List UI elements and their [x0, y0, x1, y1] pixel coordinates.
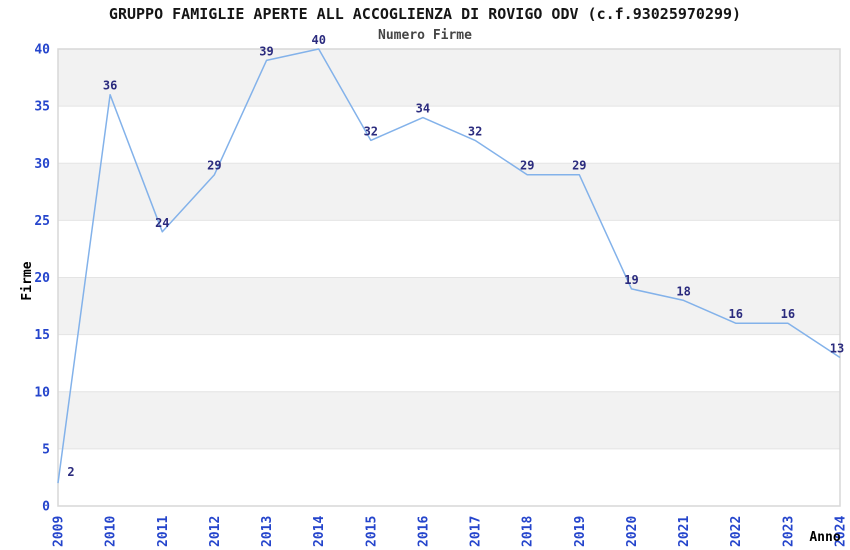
x-tick-label: 2023 [781, 516, 796, 547]
y-axis-title: Firme [20, 261, 35, 300]
x-tick-label: 2017 [469, 516, 484, 547]
data-line [57, 48, 841, 484]
x-tick-label: 2018 [521, 516, 536, 547]
x-tick-label: 2012 [208, 516, 223, 547]
x-tick-label: 2019 [573, 516, 588, 547]
chart-subtitle: Numero Firme [378, 28, 472, 43]
plot-frame [57, 48, 841, 507]
y-tick-layer: 0 5 10 15 20 25 30 35 40 [34, 43, 50, 515]
plot-band [58, 163, 840, 221]
x-tick-label: 2021 [677, 516, 692, 547]
band-layer [58, 49, 840, 449]
data-label-layer: 2 36 24 29 39 40 32 34 32 29 29 19 18 16 16 13 [67, 33, 844, 479]
data-point-label: 29 [207, 159, 221, 173]
plot-band [58, 277, 840, 335]
data-point-label: 34 [416, 102, 430, 116]
y-tick-label: 15 [34, 328, 50, 343]
data-point-label: 24 [155, 216, 169, 230]
x-tick-label: 2024 [834, 516, 849, 547]
x-tick-label: 2020 [625, 516, 640, 547]
x-tick-label: 2011 [156, 516, 171, 547]
chart-title: GRUPPO FAMIGLIE APERTE ALL ACCOGLIENZA D… [109, 5, 741, 23]
x-tick-label: 2014 [312, 516, 327, 547]
x-tick-label: 2010 [104, 516, 119, 547]
y-tick-label: 40 [34, 43, 50, 58]
y-tick-label: 35 [34, 100, 50, 115]
data-point-label: 36 [103, 79, 117, 93]
y-tick-label: 5 [42, 442, 50, 457]
x-tick-label: 2015 [364, 516, 379, 547]
x-tick-label: 2009 [52, 516, 67, 547]
x-tick-label: 2016 [416, 516, 431, 547]
data-point-label: 19 [624, 273, 638, 287]
y-tick-label: 0 [42, 500, 50, 515]
x-tick-label: 2013 [260, 516, 275, 547]
x-axis-title: Anno [809, 530, 840, 545]
data-point-label: 39 [259, 44, 273, 58]
data-point-label: 16 [728, 307, 742, 321]
series-layer [57, 48, 841, 484]
data-point-label: 16 [781, 307, 795, 321]
plot-band [58, 391, 840, 449]
data-point-label: 18 [676, 284, 690, 298]
data-point-label: 2 [67, 465, 74, 479]
grid-layer [58, 105, 840, 450]
x-tick-layer: 2009 2010 2011 2012 2013 2014 2015 2016 2017 2018… [52, 516, 849, 547]
y-tick-label: 25 [34, 214, 50, 229]
data-point-label: 29 [572, 159, 586, 173]
y-tick-label: 30 [34, 157, 50, 172]
plot-band [58, 49, 840, 107]
data-point-label: 13 [830, 342, 844, 356]
y-tick-label: 20 [34, 271, 50, 286]
x-tick-label: 2022 [729, 516, 744, 547]
data-point-label: 40 [311, 33, 325, 47]
data-point-label: 29 [520, 159, 534, 173]
data-point-label: 32 [468, 124, 482, 138]
y-tick-label: 10 [34, 385, 50, 400]
data-point-label: 32 [364, 124, 378, 138]
